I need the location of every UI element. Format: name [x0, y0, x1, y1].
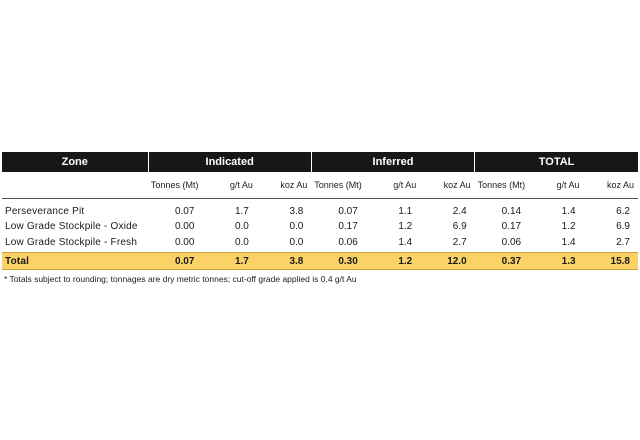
- value-cell: 2.4: [452, 205, 467, 217]
- value-cell: 0.06: [338, 236, 358, 248]
- value-cell: 1.7: [234, 205, 249, 217]
- total-value-cell: 1.7: [202, 252, 257, 270]
- sub-header-indicated-grade: g/t Au: [202, 172, 257, 199]
- total-value-cell: 0.07: [148, 252, 203, 270]
- table-row: Low Grade Stockpile - Oxide 0.00 0.0 0.0…: [2, 218, 638, 234]
- sub-header-indicated-koz: koz Au: [256, 172, 312, 199]
- indicated-header: Indicated: [147, 152, 312, 172]
- sub-header-total-tonnes: Tonnes (Mt): [474, 172, 530, 199]
- total-value-cell: 1.2: [365, 252, 421, 270]
- value-cell: 0.07: [174, 205, 195, 217]
- total-value-cell: 0.37: [474, 252, 530, 270]
- value-cell: 0.0: [289, 220, 304, 232]
- zone-header: Zone: [2, 152, 148, 172]
- total-header: TOTAL: [474, 152, 638, 172]
- total-value-cell: 0.30: [311, 252, 366, 270]
- sub-header-inferred-tonnes: Tonnes (Mt): [311, 172, 366, 199]
- value-cell: 0.0: [234, 220, 249, 232]
- sub-header-inferred-koz: koz Au: [420, 172, 475, 199]
- total-value-cell: 12.0: [420, 252, 475, 270]
- value-cell: 1.2: [561, 220, 576, 232]
- value-cell: 6.9: [616, 220, 630, 232]
- resource-table-container: Zone Indicated Inferred TOTAL Tonnes (Mt…: [2, 152, 638, 270]
- sub-header-blank: [2, 172, 148, 199]
- value-cell: 0.17: [338, 220, 358, 232]
- resource-table: Zone Indicated Inferred TOTAL Tonnes (Mt…: [2, 152, 638, 270]
- zone-cell: Low Grade Stockpile - Fresh: [5, 236, 138, 248]
- value-cell: 0.07: [338, 205, 358, 217]
- table-row: Low Grade Stockpile - Fresh 0.00 0.0 0.0…: [2, 234, 638, 253]
- inferred-header: Inferred: [310, 152, 475, 172]
- sub-header-total-grade: g/t Au: [529, 172, 584, 199]
- sub-header-row: Tonnes (Mt) g/t Au koz Au Tonnes (Mt) g/…: [2, 172, 638, 199]
- value-cell: 0.06: [501, 236, 522, 248]
- table-row: Perseverance Pit 0.07 1.7 3.8 0.07 1.1 2…: [2, 199, 638, 219]
- value-cell: 3.8: [289, 205, 304, 217]
- zone-cell: Low Grade Stockpile - Oxide: [5, 220, 138, 232]
- value-cell: 1.4: [561, 236, 576, 248]
- total-label: Total: [2, 252, 148, 270]
- value-cell: 6.9: [452, 220, 467, 232]
- value-cell: 1.2: [398, 220, 413, 232]
- value-cell: 2.7: [616, 236, 630, 248]
- total-value-cell: 15.8: [583, 252, 638, 270]
- value-cell: 0.14: [501, 205, 522, 217]
- zone-cell: Perseverance Pit: [5, 205, 85, 217]
- value-cell: 0.17: [501, 220, 522, 232]
- value-cell: 0.00: [174, 236, 195, 248]
- sub-header-total-koz: koz Au: [583, 172, 638, 199]
- total-value-cell: 3.8: [256, 252, 312, 270]
- value-cell: 0.00: [174, 220, 195, 232]
- sub-header-inferred-grade: g/t Au: [365, 172, 421, 199]
- value-cell: 2.7: [452, 236, 467, 248]
- value-cell: 0.0: [234, 236, 249, 248]
- value-cell: 1.1: [398, 205, 413, 217]
- value-cell: 6.2: [616, 205, 630, 217]
- sub-header-indicated-tonnes: Tonnes (Mt): [148, 172, 203, 199]
- total-row: Total 0.07 1.7 3.8 0.30 1.2 12.0 0.37 1.…: [2, 252, 638, 270]
- footnote: * Totals subject to rounding; tonnages a…: [4, 274, 357, 284]
- value-cell: 0.0: [289, 236, 304, 248]
- total-value-cell: 1.3: [529, 252, 584, 270]
- value-cell: 1.4: [561, 205, 576, 217]
- group-header-row: Zone Indicated Inferred TOTAL: [2, 152, 638, 172]
- value-cell: 1.4: [398, 236, 413, 248]
